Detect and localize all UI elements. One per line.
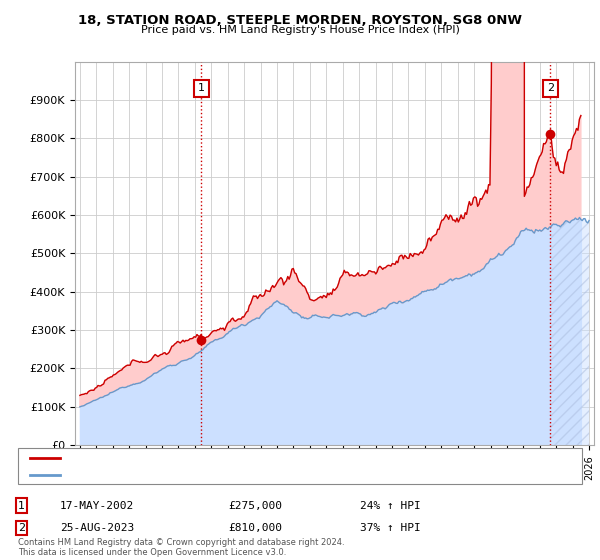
Text: 25-AUG-2023: 25-AUG-2023 [60,523,134,533]
Text: 24% ↑ HPI: 24% ↑ HPI [360,501,421,511]
Text: 1: 1 [197,83,205,94]
Text: HPI: Average price, detached house, South Cambridgeshire: HPI: Average price, detached house, Sout… [66,471,348,480]
Text: Contains HM Land Registry data © Crown copyright and database right 2024.
This d: Contains HM Land Registry data © Crown c… [18,538,344,557]
Text: 2: 2 [547,83,554,94]
Text: 18, STATION ROAD, STEEPLE MORDEN, ROYSTON, SG8 0NW: 18, STATION ROAD, STEEPLE MORDEN, ROYSTO… [78,14,522,27]
Text: £810,000: £810,000 [228,523,282,533]
Text: Price paid vs. HM Land Registry's House Price Index (HPI): Price paid vs. HM Land Registry's House … [140,25,460,35]
Text: 1: 1 [18,501,25,511]
Text: 17-MAY-2002: 17-MAY-2002 [60,501,134,511]
Text: £275,000: £275,000 [228,501,282,511]
Text: 18, STATION ROAD, STEEPLE MORDEN, ROYSTON, SG8 0NW (detached house): 18, STATION ROAD, STEEPLE MORDEN, ROYSTO… [66,454,434,463]
Text: 37% ↑ HPI: 37% ↑ HPI [360,523,421,533]
Text: 2: 2 [18,523,25,533]
